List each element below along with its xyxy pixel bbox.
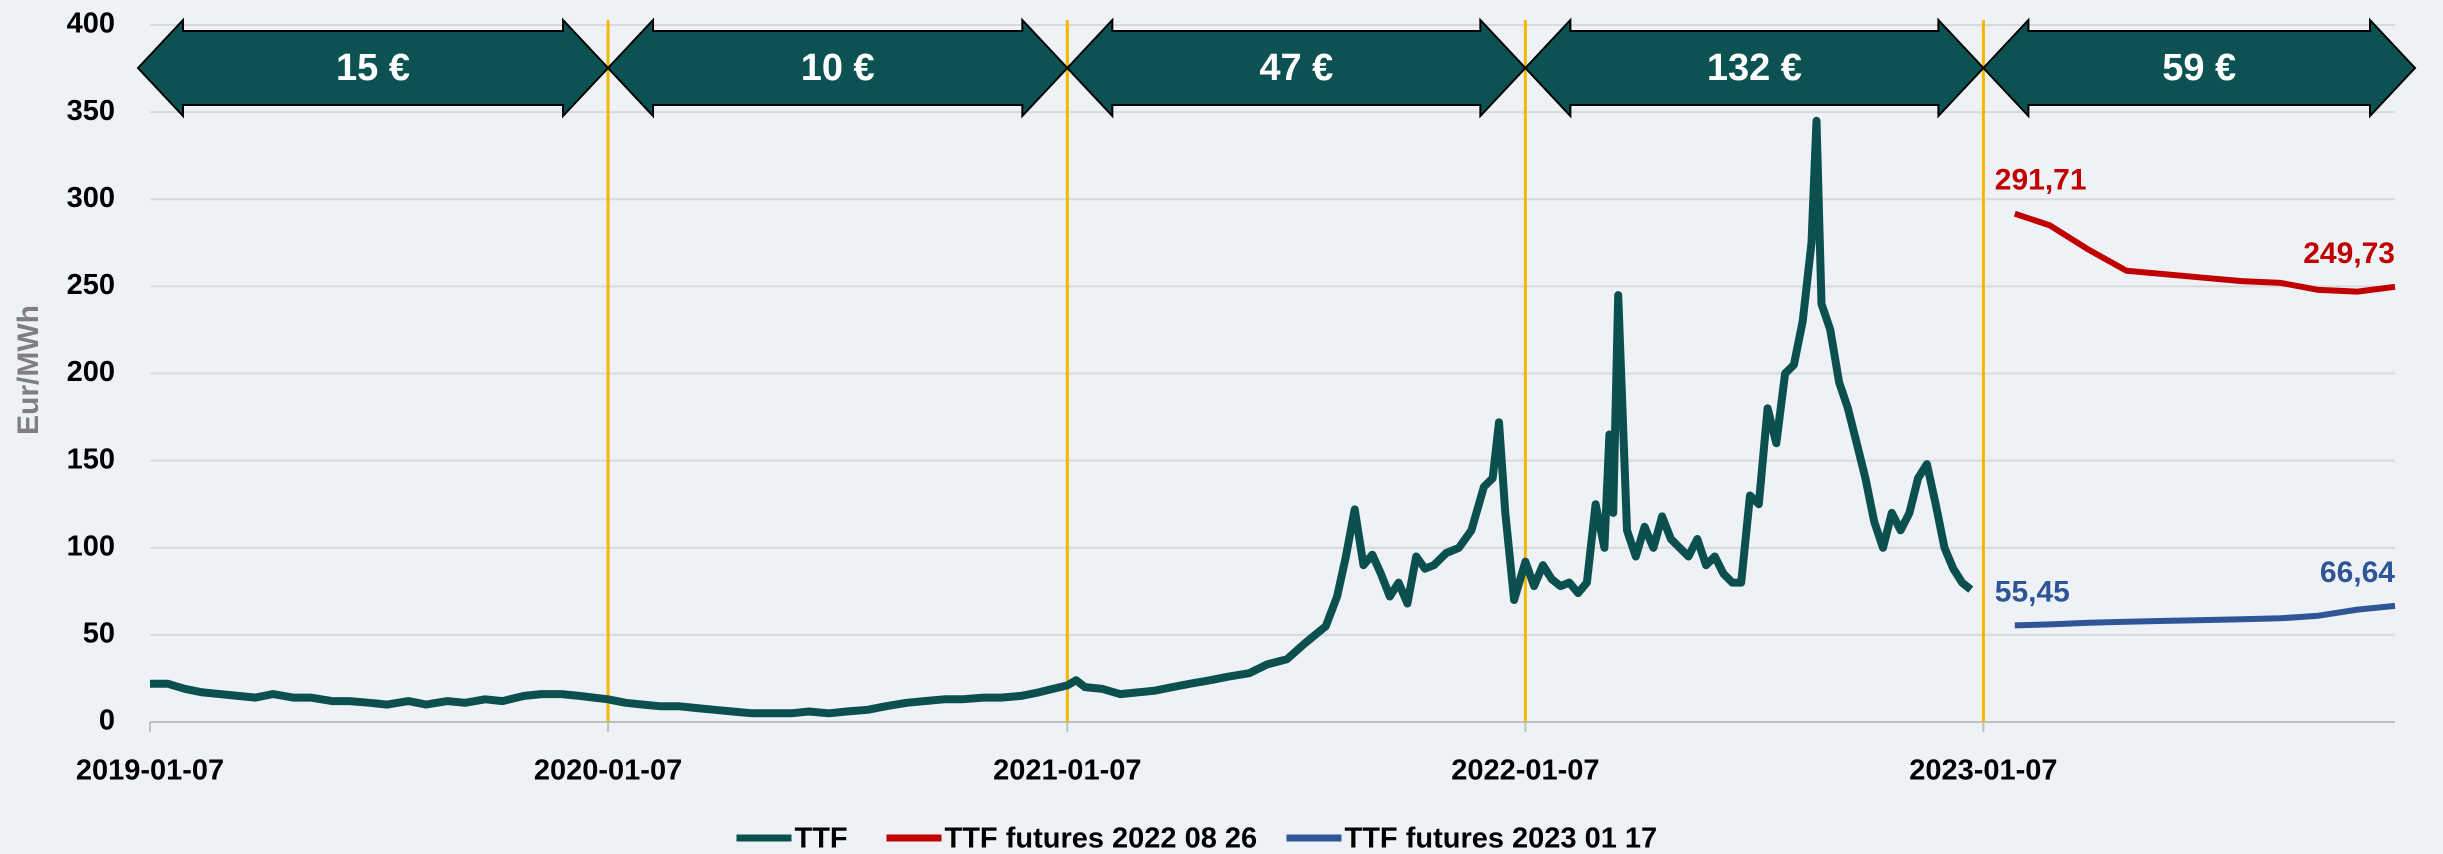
y-axis-label: Eur/MWh (12, 305, 45, 435)
y-tick-label: 400 (67, 8, 115, 40)
y-tick-label: 200 (67, 356, 115, 388)
data-label: 249,73 (2303, 237, 2395, 270)
legend-label: TTF futures 2022 08 26 (945, 823, 1258, 854)
x-tick-label: 2019-01-07 (76, 755, 224, 787)
period-label: 132 € (1707, 47, 1802, 89)
y-tick-label: 300 (67, 182, 115, 214)
data-label: 55,45 (1995, 575, 2070, 608)
period-arrow (1982, 17, 2417, 119)
period-label: 59 € (2162, 47, 2236, 89)
y-tick-label: 100 (67, 530, 115, 562)
legend-label: TTF (795, 823, 848, 854)
data-label: 291,71 (1995, 164, 2087, 197)
x-tick-label: 2022-01-07 (1451, 755, 1599, 787)
y-tick-label: 50 (83, 618, 115, 650)
y-tick-label: 0 (99, 705, 115, 737)
y-tick-label: 250 (67, 269, 115, 301)
x-tick-label: 2023-01-07 (1909, 755, 2057, 787)
data-label: 66,64 (2320, 556, 2395, 589)
line-series (150, 116, 1974, 718)
line-series (2013, 210, 2396, 295)
period-label: 15 € (336, 47, 410, 89)
x-tick-label: 2020-01-07 (534, 755, 682, 787)
period-label: 47 € (1259, 47, 1333, 89)
y-tick-label: 350 (67, 95, 115, 127)
y-tick-label: 150 (67, 443, 115, 475)
period-label: 10 € (801, 47, 875, 89)
legend-label: TTF futures 2023 01 17 (1345, 823, 1658, 854)
line-series (2014, 602, 2396, 629)
x-tick-label: 2021-01-07 (993, 755, 1141, 787)
